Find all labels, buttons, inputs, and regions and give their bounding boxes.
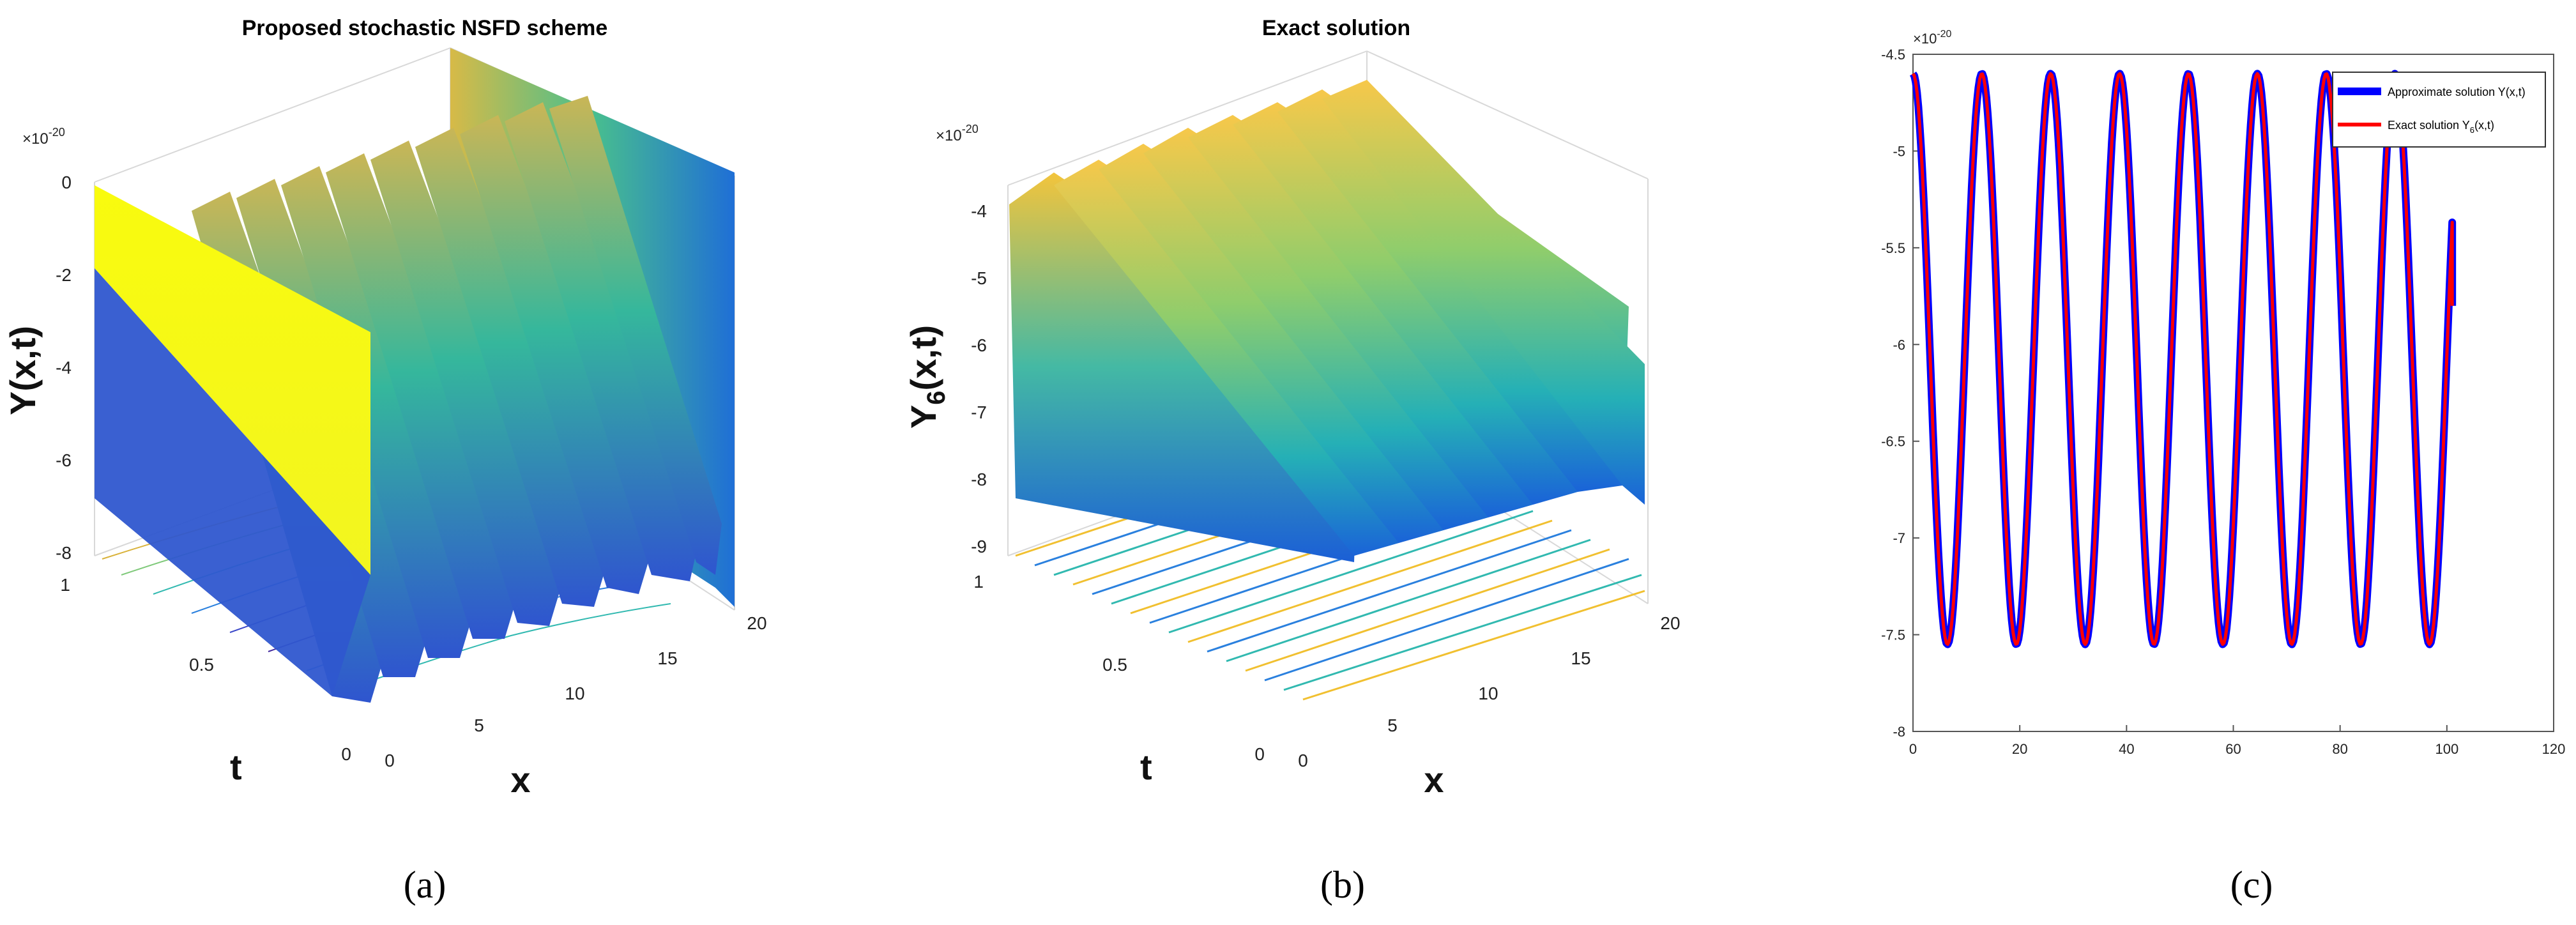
panel-a-ztick-2: -4 (56, 358, 72, 378)
panel-c-legend: Approximate solution Y(x,t) Exact soluti… (2332, 72, 2546, 148)
panel-b-xtick-20: 20 (1660, 613, 1680, 633)
panel-c-xtick-3: 60 (2225, 741, 2241, 757)
panel-c-ytick-4: -6.5 (1881, 434, 1905, 450)
panel-c-xticks: 0 20 40 60 80 100 120 (1909, 725, 2565, 757)
panel-c-xtick-5: 100 (2435, 741, 2458, 757)
panel-a-ridge-8 (505, 102, 703, 581)
panel-c: ×10-20 -4.5 -5 -5.5 -6 -6.5 -7 -7.5 -8 0 20 40 60 8… (1881, 29, 2565, 906)
panel-a-xtick-20: 20 (747, 613, 766, 633)
panel-a-ridge-4 (326, 153, 524, 639)
panel-b-ztick-m9: -9 (971, 537, 987, 556)
panel-a-xticks: 0 5 10 15 20 (385, 613, 766, 770)
panel-b: Exact solution ×10-20 -4 -5 -6 -7 -8 -9 … (903, 16, 1680, 906)
panel-a-ridge-6 (415, 128, 613, 607)
panel-a-ztick-0: 0 (61, 172, 72, 192)
panel-b-xtick-15: 15 (1571, 648, 1590, 668)
panel-b-ytick-1: 1 (973, 572, 984, 592)
panel-a-ridge-7 (460, 115, 658, 594)
panel-a-title: Proposed stochastic NSFD scheme (242, 16, 608, 40)
panel-c-xtick-1: 20 (2012, 741, 2027, 757)
panel-b-xticks: 0 5 10 15 20 (1298, 613, 1680, 770)
panel-a-zticks: 0 -2 -4 -6 -8 (56, 172, 72, 563)
panel-b-title: Exact solution (1262, 16, 1410, 40)
panel-b-ztick-m7: -7 (971, 402, 987, 422)
panel-a-yticks: 1 0.5 0 (60, 575, 351, 764)
panel-a-caption: (a) (404, 864, 446, 906)
panel-b-ztick-m6: -6 (971, 335, 987, 355)
panel-b-ridge-2 (1054, 160, 1405, 556)
panel-b-xtick-0: 0 (1298, 751, 1308, 770)
panel-a-front-shadow (95, 268, 370, 696)
panel-a-ridge-5 (370, 141, 568, 626)
panel-c-xtick-0: 0 (1909, 741, 1917, 757)
panel-b-ztick-m8: -8 (971, 470, 987, 489)
panel-c-legend-box (2332, 72, 2546, 148)
panel-c-ytick-2: -5.5 (1881, 240, 1905, 256)
panel-b-zticks: -4 -5 -6 -7 -8 -9 (971, 201, 987, 556)
panel-c-series-exact (1911, 72, 2454, 646)
panel-a-ytick-1: 1 (60, 575, 70, 595)
panel-b-ridges (1009, 80, 1645, 562)
panel-a-xlabel: x (510, 760, 530, 800)
panel-b-ylabel: t (1140, 747, 1152, 787)
panel-a-xtick-5: 5 (474, 715, 484, 735)
panel-c-ytick-0: -4.5 (1881, 47, 1905, 63)
panel-c-xtick-6: 120 (2542, 741, 2566, 757)
panel-c-ytick-6: -7.5 (1881, 627, 1905, 643)
panel-c-legend-approx-label: Approximate solution Y(x,t) (2388, 86, 2526, 98)
panel-a-xtick-10: 10 (565, 684, 584, 703)
panel-a-front-face (95, 185, 370, 575)
panel-c-caption: (c) (2230, 864, 2273, 906)
panel-a-ytick-05: 0.5 (189, 655, 214, 675)
panel-a-ridge-9 (549, 96, 722, 575)
panel-b-exponent: ×10-20 (936, 123, 979, 144)
panel-b-xlabel: x (1424, 760, 1444, 800)
panel-b-xtick-5: 5 (1387, 715, 1398, 735)
panel-b-caption: (b) (1320, 864, 1365, 906)
panel-b-ridge-6 (1233, 102, 1584, 505)
panel-b-ztick-m5: -5 (971, 268, 987, 288)
panel-b-ridge-7 (1277, 89, 1629, 492)
panel-c-ytick-1: -5 (1893, 143, 1905, 159)
panel-c-ytick-3: -6 (1893, 337, 1905, 353)
panel-b-ytick-0: 0 (1254, 744, 1265, 764)
panel-a-zlabel: Y(x,t) (3, 326, 43, 415)
panel-b-ridge-1 (1009, 172, 1360, 562)
panel-c-exponent: ×10-20 (1913, 29, 1952, 47)
panel-b-xtick-10: 10 (1478, 684, 1498, 703)
panel-b-zlabel: Y6(x,t) (903, 325, 950, 429)
panel-b-ztick-m4: -4 (971, 201, 987, 221)
panel-c-series (1909, 70, 2457, 648)
panel-a-xtick-0: 0 (385, 751, 395, 770)
panel-b-ridge-3 (1099, 144, 1450, 543)
panel-b-ridge-8 (1322, 80, 1645, 505)
panel-a-ztick-1: -2 (56, 265, 72, 285)
panel-a-ridge-3 (281, 166, 479, 658)
panel-a-exponent: ×10-20 (22, 126, 65, 148)
panel-c-ytick-5: -7 (1893, 530, 1905, 546)
panel-a: Proposed stochastic NSFD scheme ×10-20 0… (3, 16, 767, 906)
panel-c-legend-exact-label: Exact solution Y6(x,t) (2388, 119, 2494, 135)
panel-a-xtick-15: 15 (657, 648, 677, 668)
panel-c-xtick-2: 40 (2119, 741, 2134, 757)
panel-a-ytick-0: 0 (341, 744, 351, 764)
panel-c-yticks: -4.5 -5 -5.5 -6 -6.5 -7 -7.5 -8 (1881, 47, 1919, 740)
panel-b-ridge-5 (1188, 115, 1539, 517)
panel-b-ytick-05: 0.5 (1102, 655, 1127, 675)
panel-c-xtick-4: 80 (2332, 741, 2347, 757)
panel-a-ztick-4: -8 (56, 543, 72, 563)
panel-a-ylabel: t (230, 747, 242, 787)
panel-b-ridge-4 (1143, 128, 1495, 530)
panel-b-yticks: 1 0.5 0 (973, 572, 1265, 764)
panel-a-ztick-3: -6 (56, 450, 72, 470)
panel-c-ytick-7: -8 (1893, 724, 1905, 740)
